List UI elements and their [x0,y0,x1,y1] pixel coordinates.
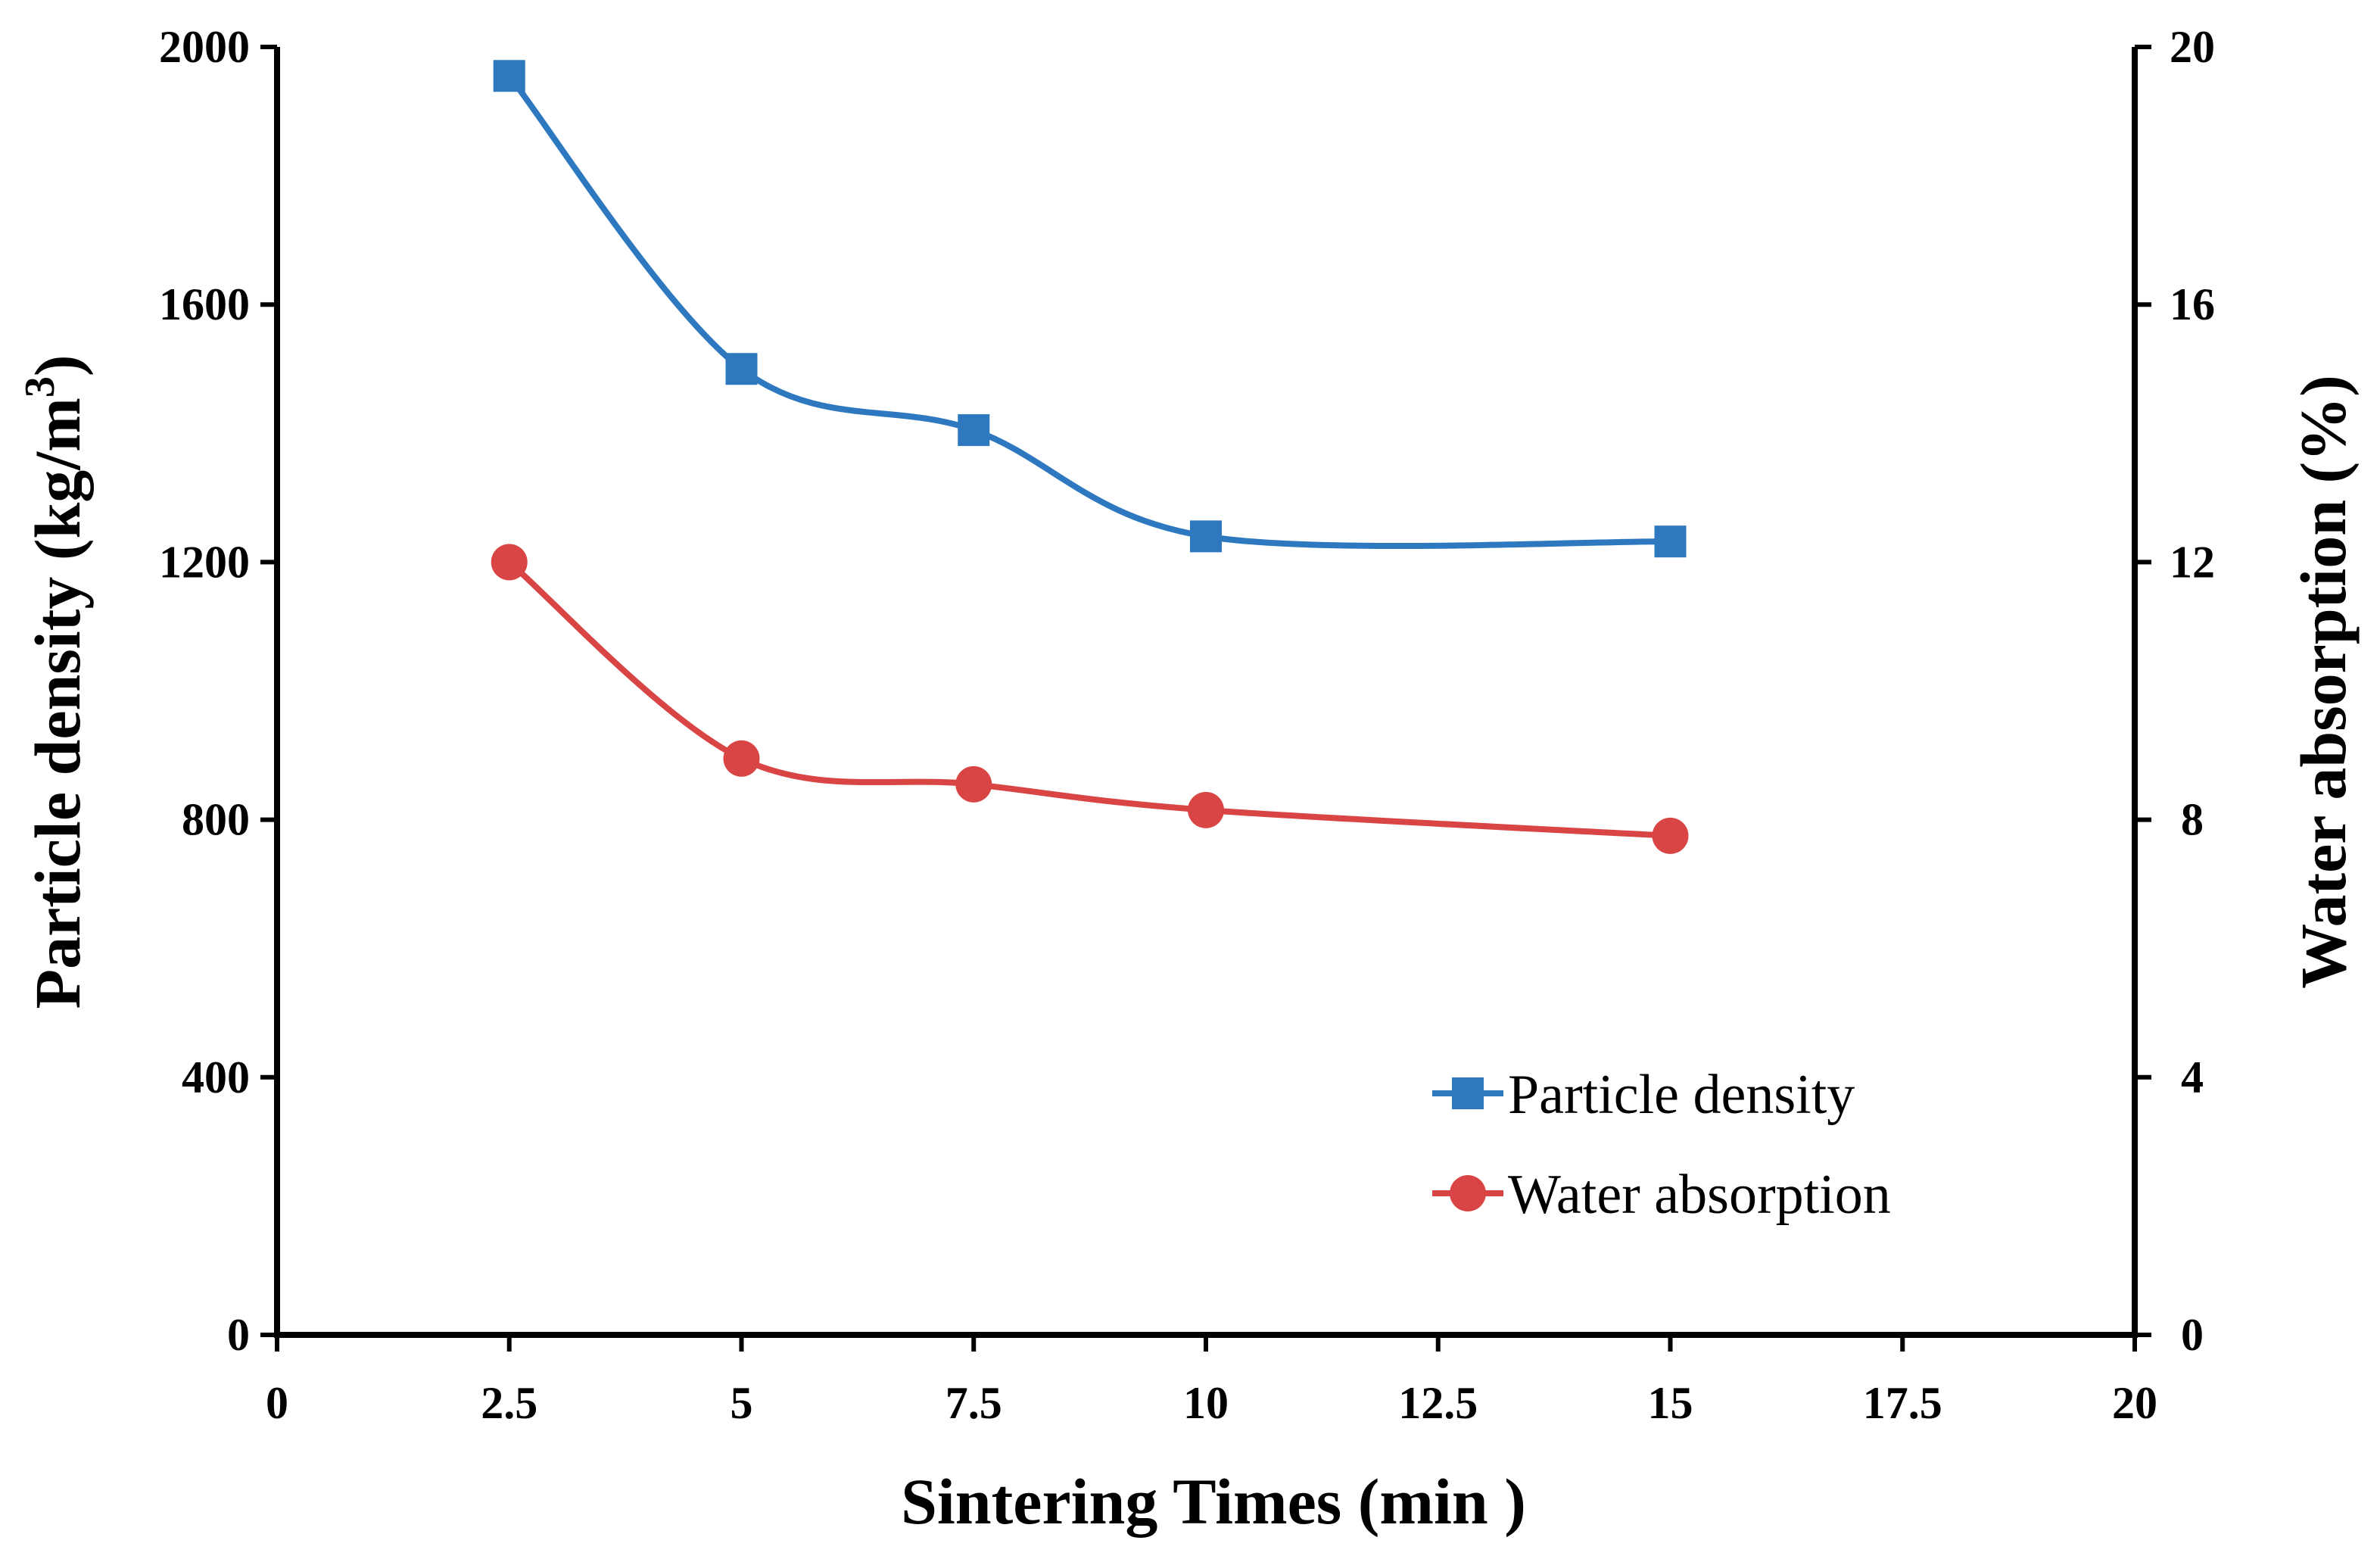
y-left-tick-label: 1200 [159,537,250,587]
y-axis-left-title-close: ) [21,355,94,377]
y-axis-right-title: Water absorption (%) [2287,375,2360,989]
water-absorption-point [723,740,760,777]
y-left-tick-label: 1600 [159,279,250,329]
y-left-tick-label: 400 [182,1052,250,1102]
y-right-tick-label: 4 [2181,1052,2204,1102]
water-absorption-point [1188,791,1224,828]
legend-item-water-absorption: Water absorption [1432,1164,1891,1226]
series-particle-density [493,60,1687,558]
legend-label: Particle density [1508,1064,1855,1126]
y-left-tick-label: 800 [182,795,250,845]
water-absorption-point [491,544,528,581]
y-left-tick-label: 0 [227,1310,250,1360]
y-axis-left-title-main: Particle density (kg/m [21,398,94,1009]
y-right-tick-label: 20 [2170,22,2215,72]
legend-item-particle-density: Particle density [1432,1064,1855,1126]
x-tick-label: 2.5 [481,1378,537,1428]
x-tick-label: 5 [731,1378,753,1428]
x-tick-label: 17.5 [1863,1378,1942,1428]
legend-swatch-marker [1452,1077,1484,1109]
y-axis-left-title: Particle density (kg/m3) [17,355,94,1009]
particle-density-point [1190,520,1222,553]
x-tick-label: 10 [1183,1378,1229,1428]
y-left-tick-label: 2000 [159,22,250,72]
x-tick-label: 12.5 [1398,1378,1478,1428]
series-water-absorption [491,544,1689,854]
x-tick-label: 0 [266,1378,288,1428]
x-tick-label: 20 [2112,1378,2157,1428]
ticks: 0 2.5 5 7.5 10 12.5 15 17.5 20040080012001600200… [159,22,2215,1428]
particle-density-point [1654,525,1687,558]
series-layer [491,60,1689,854]
legend-swatch-marker [1450,1175,1486,1211]
y-right-tick-label: 8 [2181,795,2204,845]
particle-density-point [958,414,990,447]
particle-density-point [725,353,758,385]
water-absorption-line [507,560,1671,839]
y-axis-left-title-superscript: 3 [17,376,64,398]
x-axis-title: Sintering Times (min ) [901,1465,1526,1538]
y-right-tick-label: 0 [2181,1310,2204,1360]
y-right-tick-label: 12 [2170,537,2215,587]
legend-label: Water absorption [1508,1164,1891,1226]
particle-density-point [493,60,525,92]
y-right-tick-label: 16 [2170,279,2215,329]
x-tick-label: 15 [1648,1378,1693,1428]
particle-density-line [506,73,1671,550]
water-absorption-point [1652,817,1689,854]
x-tick-label: 7.5 [945,1378,1002,1428]
axes [274,47,2138,1338]
legend: Particle density Water absorption [1432,1064,1891,1226]
water-absorption-point [955,765,992,803]
